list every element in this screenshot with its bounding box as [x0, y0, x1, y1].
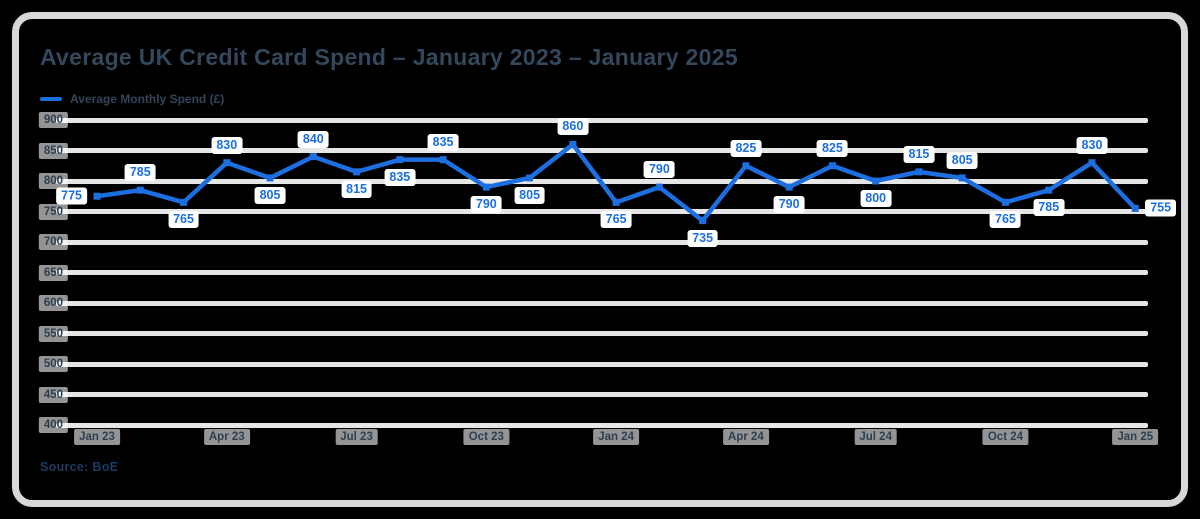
data-point-label: 765: [600, 211, 632, 229]
x-axis-tick-label: Apr 24: [722, 429, 769, 445]
data-point-marker: [93, 192, 101, 200]
legend: Average Monthly Spend (£): [40, 91, 224, 107]
gridline: [56, 239, 1148, 245]
data-point-marker: [309, 153, 317, 161]
source-note: Source: BoE: [40, 460, 119, 474]
data-point-marker: [353, 168, 361, 176]
data-point-marker: [785, 183, 793, 191]
data-point-label: 835: [427, 133, 459, 151]
y-axis-tick-label: 550: [38, 325, 68, 342]
data-point-marker: [1045, 186, 1053, 194]
data-point-marker: [915, 168, 923, 176]
x-axis-tick-label: Jan 25: [1112, 429, 1159, 445]
x-axis-tick-label: Jan 23: [74, 429, 120, 445]
data-point-label: 800: [860, 190, 892, 207]
gridline: [56, 361, 1148, 367]
x-axis-tick-label: Jan 24: [593, 429, 640, 445]
data-point-marker: [655, 183, 663, 191]
gridline: [56, 117, 1148, 123]
y-axis-tick-label: 650: [38, 264, 68, 281]
chart-title: Average UK Credit Card Spend – January 2…: [40, 44, 738, 70]
data-point-marker: [742, 162, 750, 170]
data-point-label: 790: [773, 196, 805, 214]
x-axis-tick-label: Oct 24: [982, 429, 1029, 445]
data-point-marker: [828, 162, 836, 170]
y-axis-tick-label: 850: [38, 142, 68, 159]
data-point-marker: [872, 177, 880, 185]
data-point-label: 805: [946, 151, 978, 169]
x-axis-tick-label: Jul 23: [335, 429, 378, 445]
y-axis-tick-label: 600: [38, 295, 68, 311]
data-point-marker: [439, 156, 447, 164]
y-axis-tick-label: 750: [38, 203, 68, 220]
legend-label: Average Monthly Spend (£): [70, 92, 225, 106]
data-point-marker: [958, 174, 966, 182]
gridline: [56, 422, 1148, 428]
x-axis-tick-label: Jul 24: [854, 429, 897, 445]
data-point-label: 815: [903, 145, 935, 163]
y-axis-tick-label: 700: [38, 234, 68, 250]
data-point-label: 790: [643, 161, 675, 179]
data-point-label: 825: [816, 139, 848, 157]
x-axis-tick-label: Apr 23: [203, 429, 250, 445]
data-point-label: 805: [514, 186, 546, 204]
data-point-label: 775: [56, 187, 87, 205]
y-axis-tick-label: 400: [38, 417, 68, 433]
data-point-label: 830: [211, 136, 243, 154]
data-point-marker: [266, 174, 274, 182]
data-point-label: 755: [1145, 199, 1177, 217]
gridline: [56, 270, 1148, 275]
data-point-marker: [612, 198, 620, 206]
data-point-marker: [1001, 198, 1009, 206]
line-path: [94, 142, 1138, 223]
gridline: [56, 331, 1148, 336]
data-point-marker: [482, 183, 490, 191]
gridline: [56, 392, 1148, 397]
data-point-label: 815: [341, 180, 372, 198]
data-point-marker: [223, 159, 231, 167]
data-point-label: 785: [1033, 199, 1065, 217]
data-point-label: 825: [730, 139, 762, 157]
data-point-marker: [136, 186, 144, 194]
data-point-label: 765: [990, 211, 1021, 229]
x-axis-tick-label: Oct 23: [463, 429, 509, 445]
data-point-label: 735: [687, 229, 719, 247]
data-point-label: 785: [124, 164, 156, 182]
data-point-marker: [699, 217, 707, 225]
gridline: [56, 148, 1148, 153]
data-point-label: 830: [1076, 136, 1108, 154]
data-point-marker: [1088, 159, 1096, 167]
data-point-marker: [396, 156, 404, 164]
data-point-label: 765: [168, 211, 199, 229]
gridline: [56, 300, 1148, 306]
data-point-marker: [1131, 204, 1139, 212]
data-point-marker: [569, 140, 577, 148]
data-point-label: 840: [297, 130, 329, 148]
data-point-label: 835: [384, 168, 416, 186]
data-point-marker: [526, 174, 534, 182]
y-axis-tick-label: 450: [38, 386, 68, 403]
data-point-label: 860: [557, 118, 589, 136]
data-point-label: 790: [470, 196, 502, 214]
y-axis-tick-label: 900: [38, 112, 68, 128]
data-point-marker: [180, 198, 188, 206]
y-axis-tick-label: 500: [38, 356, 68, 372]
y-axis-tick-label: 800: [38, 173, 68, 189]
legend-line-swatch: [40, 97, 62, 101]
data-point-label: 805: [254, 186, 286, 204]
